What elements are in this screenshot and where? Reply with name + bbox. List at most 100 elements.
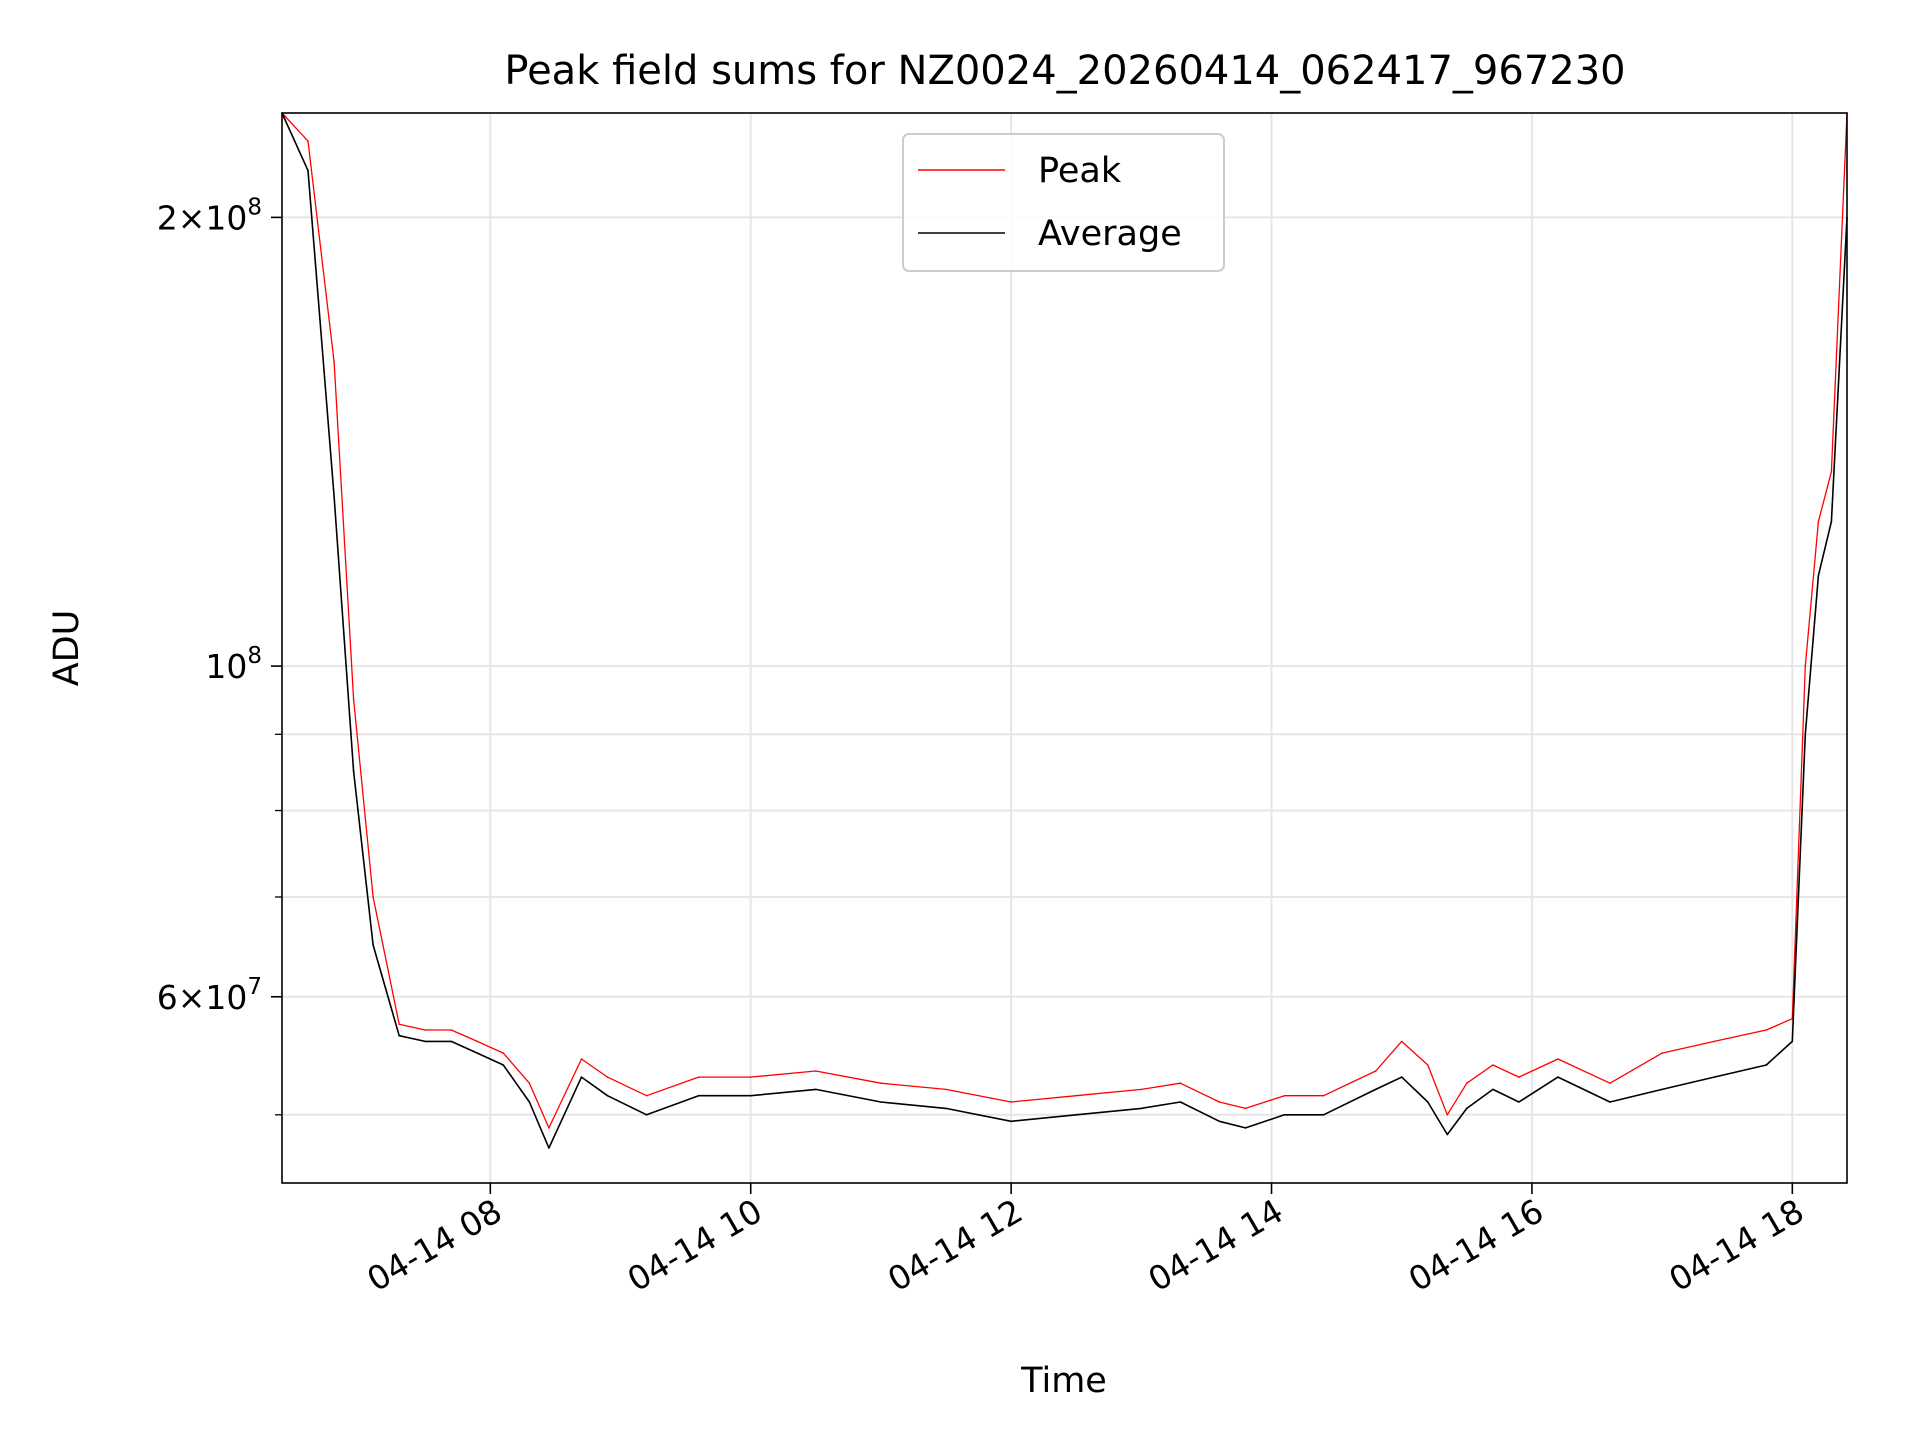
average-data-point	[945, 1107, 947, 1110]
average-data-point	[398, 1034, 401, 1037]
plot-area-frame	[281, 112, 1848, 1184]
peak-data-point	[1765, 1029, 1768, 1031]
legend-average-label: Average	[1038, 214, 1182, 254]
average-data-point	[333, 495, 335, 498]
peak-data-point	[1661, 1052, 1663, 1054]
peak-data-point	[1609, 1082, 1611, 1084]
average-data-point	[815, 1088, 817, 1091]
peak-data-point	[1466, 1082, 1468, 1084]
average-data-point	[1804, 733, 1807, 736]
peak-data-point	[815, 1070, 817, 1072]
average-data-point	[1830, 520, 1833, 523]
peak-data-point	[333, 361, 335, 363]
peak-data-point	[1492, 1064, 1494, 1066]
peak-data-point	[1322, 1094, 1325, 1097]
y-tick-label: 108	[205, 643, 262, 686]
average-data-point	[1466, 1107, 1468, 1110]
average-data-point	[450, 1040, 453, 1043]
average-data-point	[548, 1147, 550, 1149]
average-data-point	[307, 169, 309, 172]
peak-data-point	[1518, 1076, 1520, 1078]
x-axis-label: Time	[1020, 1361, 1107, 1401]
average-data-point	[697, 1094, 700, 1097]
peak-data-point	[1830, 471, 1833, 473]
average-data-point	[1492, 1088, 1494, 1091]
peak-data-point	[307, 140, 309, 142]
peak-data-point	[880, 1082, 882, 1084]
peak-data-point	[580, 1058, 583, 1060]
average-data-point	[1817, 574, 1820, 577]
average-data-point	[749, 1094, 752, 1097]
peak-data-point	[352, 698, 355, 701]
peak-data-point	[606, 1076, 609, 1078]
average-data-point	[1179, 1101, 1182, 1103]
peak-data-point	[1374, 1070, 1377, 1072]
peak-data-point	[945, 1088, 947, 1091]
y-axis-ticks: 6×107 108 2×108	[157, 194, 282, 1116]
average-data-point	[1446, 1133, 1449, 1136]
y-tick-label: 6×107	[157, 974, 262, 1017]
peak-data-point	[697, 1076, 700, 1078]
peak-data-point	[424, 1029, 427, 1031]
peak-data-point	[1283, 1094, 1286, 1097]
peak-data-point	[1140, 1088, 1143, 1091]
peak-data-point	[398, 1023, 401, 1026]
average-data-point	[606, 1094, 609, 1097]
average-data-point	[1075, 1114, 1077, 1116]
peak-data-point	[476, 1040, 479, 1043]
peak-data-point	[1218, 1101, 1221, 1103]
peak-data-point	[1075, 1094, 1077, 1097]
peak-data-point	[528, 1082, 531, 1084]
legend-peak-label: Peak	[1038, 151, 1122, 191]
average-data-point	[1713, 1076, 1715, 1078]
legend: Peak Average	[902, 133, 1225, 272]
average-data-point	[1244, 1127, 1247, 1129]
average-data-point	[1427, 1101, 1429, 1103]
average-data-point	[1400, 1076, 1403, 1078]
average-data-point	[1218, 1120, 1221, 1123]
legend-box	[902, 133, 1225, 272]
peak-data-point	[1427, 1064, 1429, 1066]
average-data-point	[1322, 1114, 1325, 1116]
peak-data-point	[1713, 1040, 1715, 1043]
peak-data-point	[1400, 1040, 1403, 1043]
average-data-point	[352, 770, 355, 773]
peak-data-point	[372, 896, 374, 898]
average-data-point	[502, 1064, 505, 1066]
average-data-point	[1791, 1040, 1794, 1043]
average-data-point	[1374, 1088, 1377, 1091]
average-data-point	[580, 1076, 583, 1078]
average-data-point	[528, 1101, 531, 1103]
average-data-point	[1140, 1107, 1143, 1110]
peak-data-point	[1244, 1107, 1247, 1110]
average-data-point	[1765, 1064, 1768, 1066]
average-data-point	[424, 1040, 427, 1043]
peak-data-point	[1446, 1114, 1449, 1116]
average-data-point	[1010, 1120, 1012, 1123]
average-data-point	[476, 1052, 479, 1054]
y-tick-label: 2×108	[157, 194, 262, 237]
average-data-point	[880, 1101, 882, 1103]
average-data-point	[1283, 1114, 1286, 1116]
peak-data-point	[749, 1076, 752, 1078]
average-data-point	[372, 944, 374, 946]
peak-data-point	[548, 1127, 550, 1129]
peak-data-point	[502, 1052, 505, 1054]
peak-data-point	[1804, 665, 1807, 667]
average-data-point	[1518, 1101, 1520, 1103]
peak-data-point	[1010, 1101, 1012, 1103]
peak-data-point	[1817, 520, 1820, 523]
average-series-layer	[281, 112, 1848, 1149]
peak-data-point	[1179, 1082, 1182, 1084]
grid-lines	[282, 113, 1847, 1183]
y-axis-label: ADU	[47, 610, 87, 687]
average-data-point	[1557, 1076, 1559, 1078]
peak-data-point	[450, 1029, 453, 1031]
peak-data-point	[1557, 1058, 1559, 1060]
average-data-point	[1609, 1101, 1611, 1103]
peak-series-layer	[281, 112, 1848, 1129]
average-data-point	[645, 1114, 648, 1116]
average-data-point	[1661, 1088, 1663, 1091]
peak-data-point	[645, 1094, 648, 1097]
